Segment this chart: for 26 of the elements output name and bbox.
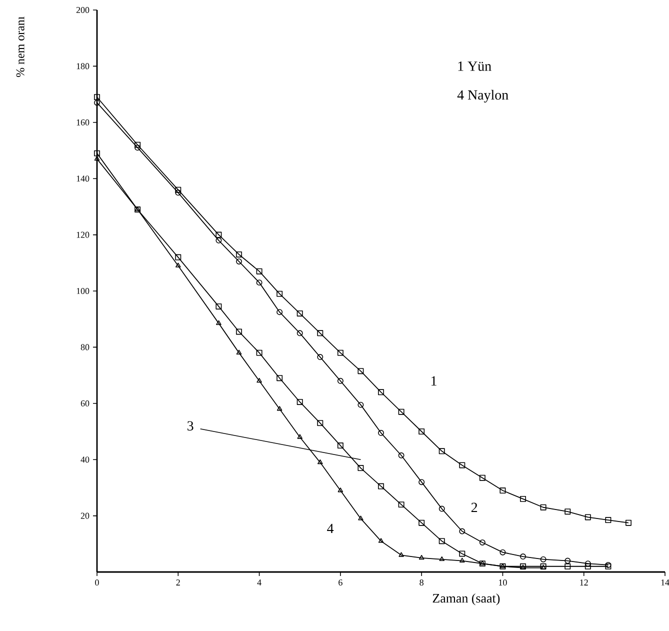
y-tick-label: 60 [80,400,90,406]
annotation: 4 [327,524,334,534]
y-tick-label: 140 [76,176,90,182]
y-tick-label: 20 [80,512,90,519]
y-tick-label: 100 [76,288,90,294]
x-tick-label: 14 [661,580,669,586]
x-tick-label: 10 [499,580,507,586]
x-axis-title: Zaman (saat) [432,594,500,606]
x-tick-label: 6 [338,580,342,586]
y-tick-label: 160 [76,119,90,126]
y-tick-label: 80 [80,344,90,350]
y-tick-label: 120 [76,232,90,238]
x-tick-label: 8 [420,580,424,586]
annotation: 1 [431,376,436,386]
annotation: 2 [471,502,478,512]
x-tick-label: 12 [580,580,588,586]
y-tick-label: 180 [76,63,90,70]
annotation: 3 [188,421,194,431]
annotation: 4 Naylon [457,90,508,103]
y-tick-label: 40 [80,456,90,463]
x-tick-label: 2 [176,580,180,586]
x-tick-label: 0 [95,580,99,586]
y-tick-label: 200 [76,6,90,14]
annotation: 1 Yün [458,62,492,71]
x-tick-label: 4 [257,580,262,586]
y-axis-title: % nem oranı [16,16,24,78]
